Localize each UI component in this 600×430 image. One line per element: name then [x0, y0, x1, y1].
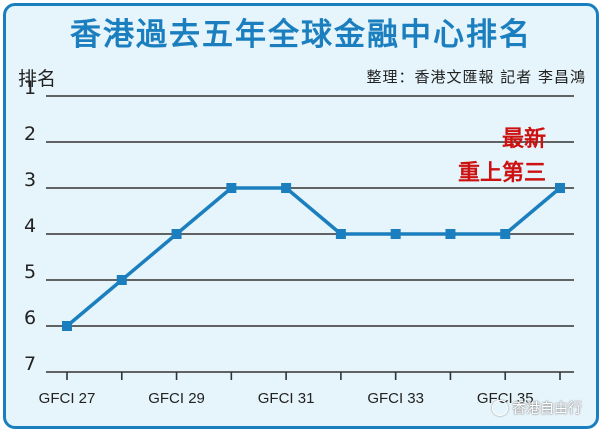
chart-title: 香港過去五年全球金融中心排名 [70, 16, 532, 53]
data-point [445, 229, 456, 239]
data-point [390, 229, 401, 239]
y-tick-label: 5 [24, 261, 36, 283]
watermark-text: 香港自由行 [512, 401, 582, 417]
annotation-text: 最新 [502, 126, 546, 152]
x-tick-label: GFCI 33 [367, 390, 424, 407]
x-tick-label: GFCI 29 [148, 390, 205, 407]
data-point [335, 229, 346, 239]
series-line [65, 186, 562, 328]
y-tick-label: 3 [24, 169, 36, 191]
data-point [116, 275, 127, 285]
y-tick-label: 2 [24, 123, 36, 145]
y-axis-label: 排名 [18, 68, 57, 90]
y-tick-label: 6 [24, 307, 36, 329]
chart-frame: 香港過去五年全球金融中心排名 排名 整理：香港文匯報 記者 李昌鴻 1 2 3 4 5 6… [3, 3, 599, 429]
x-tick-label: GFCI 35 [477, 390, 534, 407]
watermark: 香港自由行 [492, 398, 582, 418]
y-tick-label: 1 [24, 77, 36, 99]
wechat-icon [492, 400, 508, 416]
x-tick-label: GFCI 31 [258, 390, 315, 407]
data-point [555, 183, 565, 193]
title-bar: 香港過去五年全球金融中心排名 [6, 6, 596, 56]
y-tick-label: 7 [24, 353, 36, 375]
x-tick-label: GFCI 27 [39, 390, 96, 407]
data-point [62, 321, 72, 331]
credit-line: 整理：香港文匯報 記者 李昌鴻 [366, 68, 586, 86]
y-tick-label: 4 [24, 215, 36, 237]
annotation-text: 重上第三 [458, 160, 546, 186]
data-point [171, 229, 182, 239]
data-point [226, 183, 237, 193]
data-point [281, 183, 292, 193]
data-point [500, 229, 511, 239]
